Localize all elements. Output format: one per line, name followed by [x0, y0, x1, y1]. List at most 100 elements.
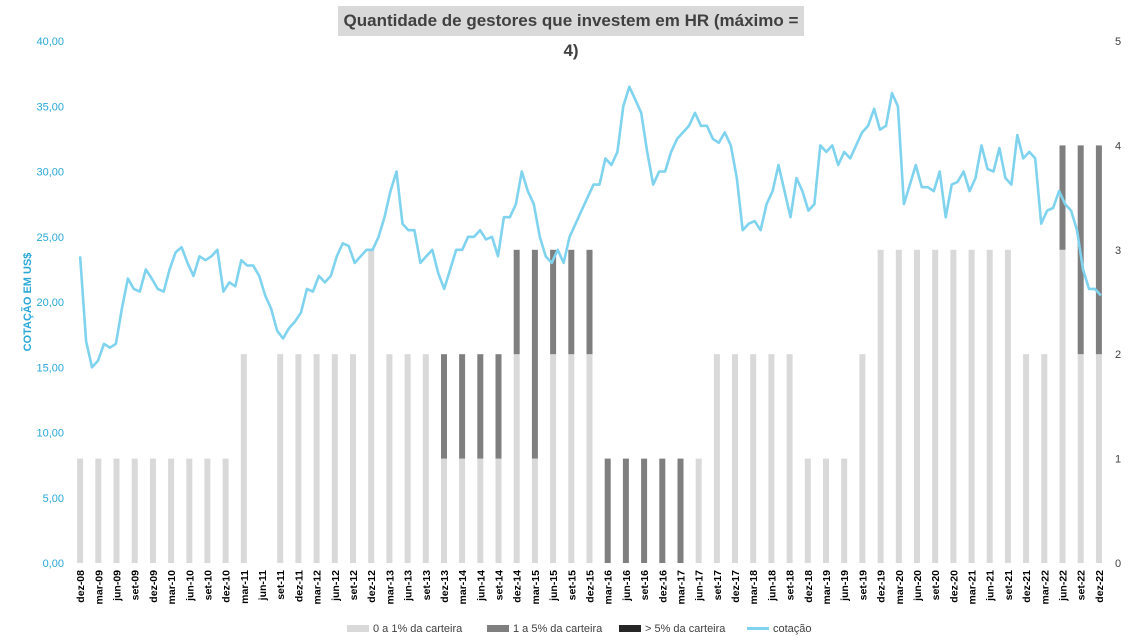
- bar-0-1pct: [695, 458, 702, 563]
- bar-0-1pct: [895, 249, 902, 564]
- x-tick-label: mar-14: [457, 570, 469, 605]
- bar-0-1pct: [786, 354, 793, 563]
- bar-1-5pct: [459, 354, 466, 459]
- axis-layer: 0,005,0010,0015,0020,0025,0030,0035,0040…: [21, 36, 1121, 604]
- x-tick-label: set-17: [712, 570, 724, 601]
- bar-0-1pct: [240, 354, 247, 563]
- bar-0-1pct: [804, 458, 811, 563]
- x-tick-label: jun-10: [184, 570, 196, 602]
- y-right-tick-label: 0: [1115, 558, 1121, 570]
- bar-0-1pct: [950, 249, 957, 564]
- chart-title: Quantidade de gestores que investem em H…: [338, 6, 804, 60]
- x-tick-label: jun-20: [912, 570, 924, 602]
- bar-0-1pct: [186, 458, 193, 563]
- y-right-tick-label: 4: [1115, 140, 1121, 152]
- bar-1-5pct: [586, 249, 593, 355]
- y-left-tick-label: 10,00: [36, 428, 64, 440]
- bar-0-1pct: [531, 458, 538, 563]
- x-tick-label: mar-19: [821, 570, 833, 605]
- bar-0-1pct: [204, 458, 211, 563]
- x-tick-label: mar-20: [894, 570, 906, 605]
- x-tick-label: set-10: [202, 570, 214, 601]
- x-tick-label: mar-10: [166, 570, 178, 605]
- y-right-tick-label: 2: [1115, 349, 1121, 361]
- bar-0-1pct: [441, 458, 447, 563]
- bar-0-1pct: [477, 458, 484, 563]
- bar-1-5pct: [513, 249, 520, 355]
- bar-1-5pct: [659, 458, 666, 563]
- x-tick-label: jun-21: [985, 570, 997, 602]
- y-left-tick-label: 5,00: [43, 493, 64, 505]
- x-tick-label: set-19: [857, 570, 869, 601]
- x-tick-label: mar-21: [967, 570, 979, 605]
- bar-0-1pct: [986, 249, 993, 564]
- x-tick-label: dez-14: [512, 570, 524, 603]
- x-tick-label: set-22: [1076, 570, 1088, 601]
- y-left-tick-label: 35,00: [36, 101, 64, 113]
- bar-0-1pct: [841, 458, 848, 563]
- x-tick-label: dez-17: [730, 570, 742, 603]
- x-tick-label: jun-22: [1058, 570, 1070, 602]
- x-tick-label: jun-13: [403, 570, 415, 602]
- x-tick-label: set-20: [930, 570, 942, 601]
- y-left-tick-label: 20,00: [36, 297, 64, 309]
- x-tick-label: set-21: [1003, 570, 1015, 601]
- y-right-tick-label: 5: [1115, 36, 1121, 48]
- x-tick-label: jun-16: [621, 570, 633, 602]
- bar-0-1pct: [550, 354, 557, 563]
- x-tick-label: mar-16: [603, 570, 615, 605]
- x-tick-label: jun-15: [548, 570, 560, 602]
- bar-0-1pct: [823, 458, 829, 563]
- x-tick-label: dez-18: [803, 570, 815, 603]
- x-tick-label: mar-17: [676, 570, 688, 605]
- bar-0-1pct: [1077, 354, 1084, 563]
- bar-0-1pct: [368, 249, 375, 564]
- bar-1-5pct: [550, 249, 557, 355]
- y-left-tick-label: 0,00: [43, 558, 64, 570]
- bar-0-1pct: [313, 354, 320, 563]
- bar-0-1pct: [149, 458, 156, 563]
- bar-0-1pct: [586, 354, 593, 563]
- bar-0-1pct: [513, 354, 520, 563]
- bar-0-1pct: [222, 458, 229, 563]
- bar-0-1pct: [1004, 249, 1011, 564]
- x-tick-label: mar-13: [384, 570, 396, 605]
- x-tick-label: jun-17: [694, 570, 706, 602]
- x-tick-label: dez-21: [1021, 570, 1033, 603]
- x-tick-label: jun-18: [766, 570, 778, 602]
- bar-0-1pct: [568, 354, 575, 563]
- bar-0-1pct: [1059, 249, 1066, 564]
- x-tick-label: mar-11: [239, 570, 251, 604]
- bar-1-5pct: [677, 458, 684, 563]
- legend-swatch: [487, 625, 509, 632]
- x-tick-label: dez-20: [948, 570, 960, 603]
- x-tick-label: dez-08: [75, 570, 87, 603]
- bar-0-1pct: [131, 458, 138, 563]
- x-tick-label: dez-19: [876, 570, 888, 603]
- bars-layer: [77, 145, 1102, 564]
- price-line-layer: [78, 85, 1102, 369]
- bar-0-1pct: [732, 354, 738, 563]
- x-tick-label: set-18: [785, 570, 797, 601]
- bar-0-1pct: [422, 354, 429, 563]
- x-tick-label: dez-11: [293, 570, 305, 602]
- legend-label: 1 a 5% da carteira: [513, 623, 603, 635]
- bar-1-5pct: [531, 249, 538, 459]
- x-tick-label: dez-13: [439, 570, 451, 603]
- x-tick-label: mar-12: [312, 570, 324, 605]
- legend-swatch: [619, 625, 641, 632]
- bar-1-5pct: [604, 458, 611, 563]
- x-tick-label: set-15: [566, 570, 578, 601]
- x-tick-label: dez-09: [148, 570, 160, 603]
- legend-label: > 5% da carteira: [645, 623, 726, 635]
- x-tick-label: mar-09: [93, 570, 105, 605]
- x-tick-label: jun-12: [330, 570, 342, 602]
- x-tick-label: mar-15: [530, 570, 542, 605]
- bar-0-1pct: [713, 354, 720, 563]
- legend-label: cotação: [773, 623, 812, 635]
- bar-0-1pct: [914, 249, 920, 564]
- y-right-tick-label: 3: [1115, 245, 1121, 257]
- bar-0-1pct: [295, 354, 302, 563]
- bar-1-5pct: [641, 458, 648, 563]
- bar-1-5pct: [622, 458, 629, 563]
